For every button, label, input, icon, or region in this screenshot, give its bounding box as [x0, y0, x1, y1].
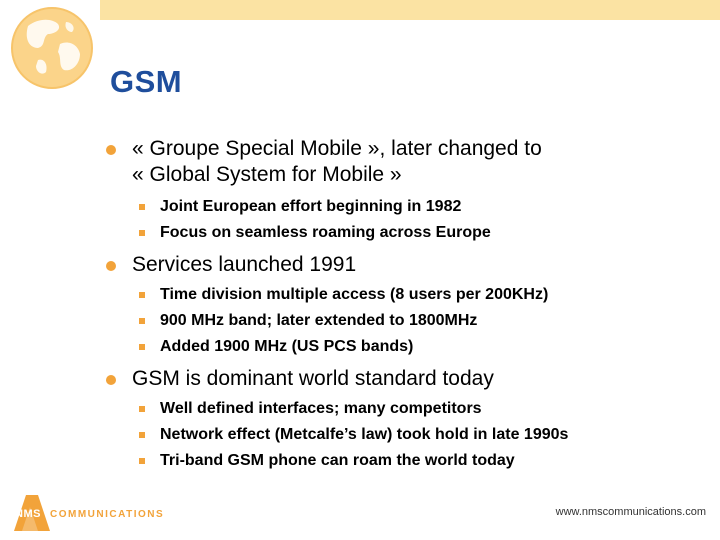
company-logo: NMS COMMUNICATIONS — [12, 493, 165, 533]
sub-bullet-square-icon — [139, 230, 145, 236]
bullet-item: GSM is dominant world standard today — [106, 366, 706, 392]
sub-bullet-item: 900 MHz band; later extended to 1800MHz — [106, 308, 706, 334]
bullet-item: « Groupe Special Mobile », later changed… — [106, 136, 706, 188]
bullet-dot-icon — [106, 145, 116, 155]
sub-bullet-text: Network effect (Metcalfe’s law) took hol… — [160, 426, 569, 443]
sub-bullet-square-icon — [139, 432, 145, 438]
bullet-dot-icon — [106, 261, 116, 271]
sub-bullet-item: Time division multiple access (8 users p… — [106, 282, 706, 308]
bullet-text: Services launched 1991 — [132, 253, 357, 276]
bullet-dot-icon — [106, 375, 116, 385]
slide-title: GSM — [110, 64, 183, 99]
bullet-text-line-2: « Global System for Mobile » — [132, 163, 402, 186]
logo-nms-text: NMS — [15, 508, 41, 520]
sub-bullet-square-icon — [139, 318, 145, 324]
sub-bullet-square-icon — [139, 406, 145, 412]
sub-bullet-text: Tri-band GSM phone can roam the world to… — [160, 452, 515, 469]
sub-bullet-text: Joint European effort beginning in 1982 — [160, 198, 462, 215]
sub-bullet-item: Joint European effort beginning in 1982 — [106, 194, 706, 220]
sub-bullet-square-icon — [139, 204, 145, 210]
bullet-item: Services launched 1991 — [106, 252, 706, 278]
sub-bullet-text: 900 MHz band; later extended to 1800MHz — [160, 312, 478, 329]
sub-bullet-text: Focus on seamless roaming across Europe — [160, 224, 491, 241]
sub-bullet-text: Time division multiple access (8 users p… — [160, 286, 549, 303]
bullet-text-line-1: « Groupe Special Mobile », later changed… — [132, 137, 542, 160]
sub-bullet-item: Tri-band GSM phone can roam the world to… — [106, 448, 706, 474]
sub-bullet-square-icon — [139, 292, 145, 298]
nms-logo-icon — [14, 495, 50, 531]
top-decorative-band — [100, 0, 720, 20]
sub-bullet-text: Well defined interfaces; many competitor… — [160, 400, 482, 417]
bullet-list: « Groupe Special Mobile », later changed… — [106, 136, 706, 474]
sub-bullet-text: Added 1900 MHz (US PCS bands) — [160, 338, 414, 355]
sub-bullet-square-icon — [139, 344, 145, 350]
sub-bullet-item: Well defined interfaces; many competitor… — [106, 396, 706, 422]
globe-icon — [11, 7, 93, 89]
logo-communications-text: COMMUNICATIONS — [50, 509, 165, 520]
sub-bullet-item: Focus on seamless roaming across Europe — [106, 220, 706, 246]
footer-url: www.nmscommunications.com — [555, 506, 706, 518]
sub-bullet-item: Added 1900 MHz (US PCS bands) — [106, 334, 706, 360]
bullet-text: GSM is dominant world standard today — [132, 367, 494, 390]
sub-bullet-square-icon — [139, 458, 145, 464]
sub-bullet-item: Network effect (Metcalfe’s law) took hol… — [106, 422, 706, 448]
